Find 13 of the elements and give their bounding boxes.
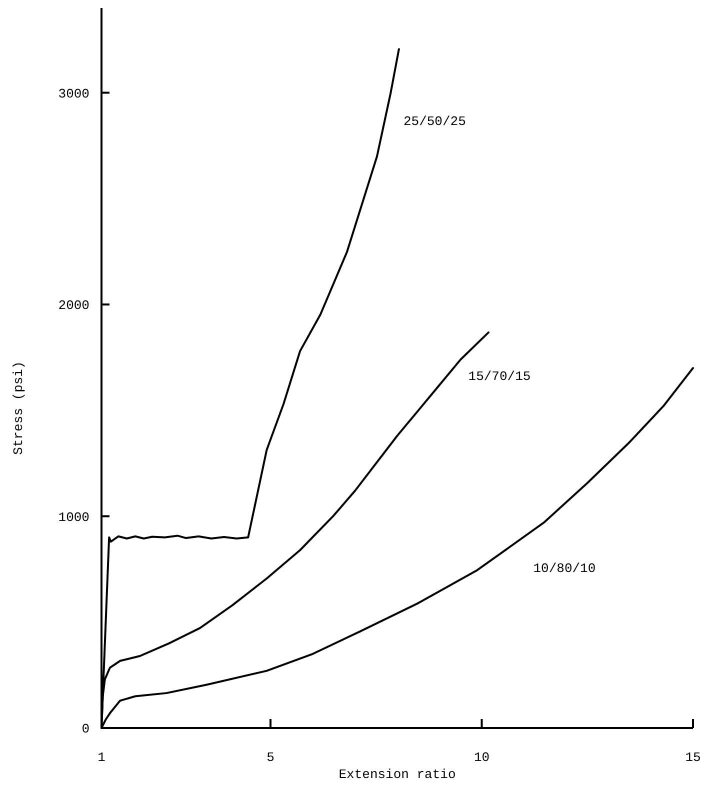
x-axis-title: Extension ratio [338,767,456,782]
series-label: 10/80/10 [533,561,596,576]
y-tick-label: 2000 [58,298,90,314]
y-tick-label: 3000 [58,86,90,102]
x-tick-label: 1 [98,750,106,765]
y-tick-label: 1000 [58,510,90,525]
y-axis-title: Stress (psi) [11,361,26,455]
y-tick-label: 0 [82,722,90,737]
series-label: 25/50/25 [403,114,466,129]
x-tick-label: 5 [266,750,274,765]
series-label: 15/70/15 [468,368,531,384]
x-tick-label: 15 [685,750,701,765]
x-tick-label: 10 [474,750,490,765]
